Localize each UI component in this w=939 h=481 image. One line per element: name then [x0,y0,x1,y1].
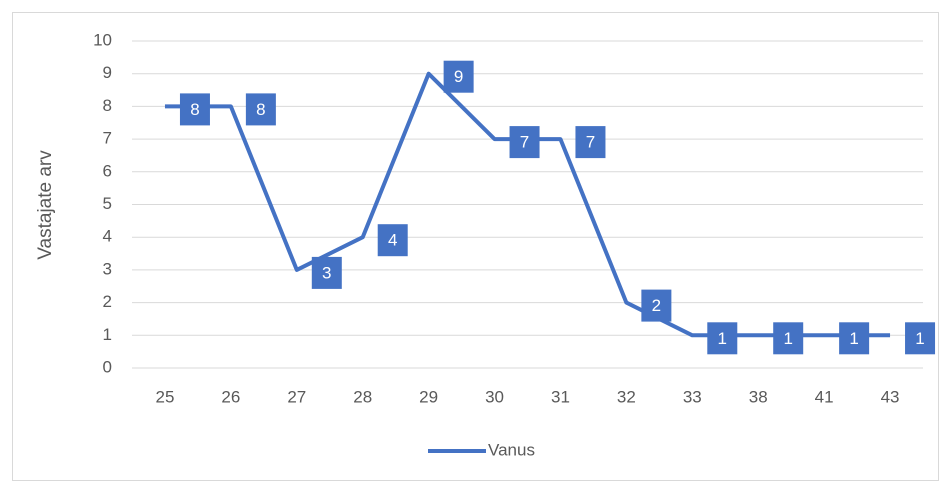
x-tick-label: 32 [617,387,636,406]
data-label-box [443,60,474,93]
y-tick-label: 6 [103,161,112,180]
y-tick-label: 2 [103,292,112,311]
data-label: 3 [322,263,331,282]
data-label: 8 [256,100,265,119]
y-tick-label: 8 [103,96,112,115]
data-label: 4 [388,231,397,250]
y-axis-label: Vastajate arv [35,150,56,260]
x-tick-label: 38 [749,387,768,406]
x-tick-label: 41 [815,387,834,406]
legend-label: Vanus [488,440,535,459]
data-label-box [707,322,738,355]
x-tick-label: 27 [287,387,306,406]
x-tick-label: 28 [353,387,372,406]
y-tick-label: 7 [103,129,112,148]
data-label-box [773,322,804,355]
y-tick-label: 1 [103,325,112,344]
y-tick-label: 0 [103,357,112,376]
data-label-box [311,256,342,289]
data-label: 1 [783,329,792,348]
data-label: 9 [454,67,463,86]
data-label-box [377,224,408,257]
x-tick-label: 29 [419,387,438,406]
x-tick-label: 31 [551,387,570,406]
data-label-box [575,126,606,159]
x-tick-label: 33 [683,387,702,406]
data-label-box [839,322,870,355]
data-label: 1 [915,329,924,348]
data-label-box [641,289,672,322]
x-tick-label: 30 [485,387,504,406]
data-label-box [179,93,210,126]
y-tick-label: 10 [93,30,112,49]
data-label: 7 [586,133,595,152]
x-tick-label: 43 [881,387,900,406]
y-tick-label: 5 [103,194,112,213]
data-label: 8 [190,100,199,119]
y-tick-label: 9 [103,63,112,82]
data-label-box [245,93,276,126]
data-label: 7 [520,133,529,152]
x-tick-label: 25 [155,387,174,406]
x-tick-label: 26 [221,387,240,406]
data-label-box [905,322,936,355]
y-tick-label: 3 [103,259,112,278]
data-label: 1 [849,329,858,348]
data-label-box [509,126,540,159]
chart-border [12,12,939,481]
data-label: 1 [718,329,727,348]
data-label: 2 [652,296,661,315]
y-tick-label: 4 [103,227,112,246]
